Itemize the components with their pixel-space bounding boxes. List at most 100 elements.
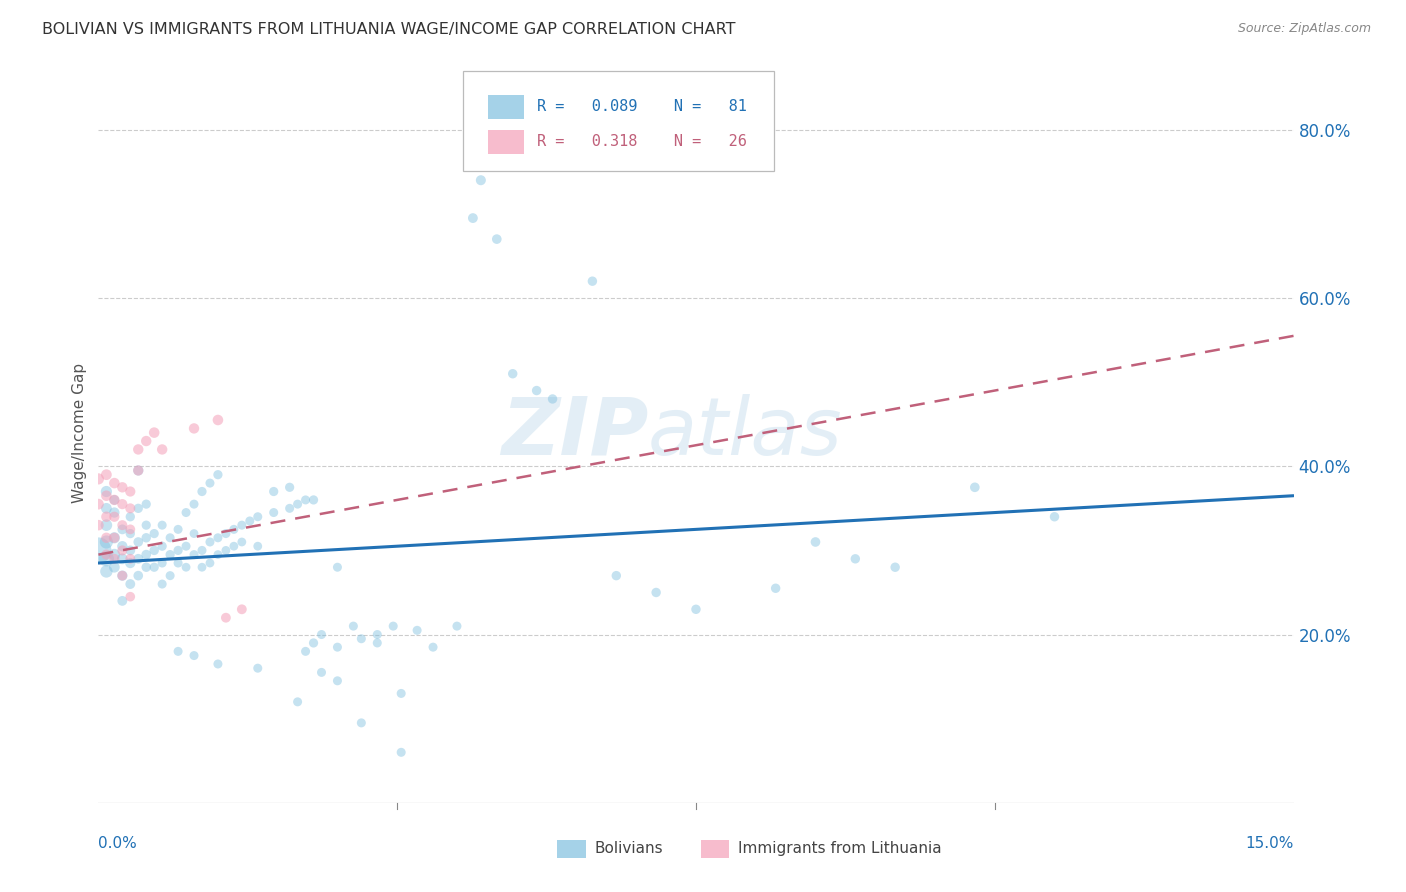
FancyBboxPatch shape [463, 71, 773, 171]
Point [366, 627, 388, 641]
Point [167, 522, 190, 536]
Text: 0.0%: 0.0% [98, 836, 138, 851]
Point [278, 480, 301, 494]
Point [541, 392, 564, 406]
Point [135, 518, 157, 533]
Point [103, 492, 125, 507]
Point [96, 501, 118, 516]
Point [765, 581, 787, 595]
Point [302, 492, 325, 507]
Point [103, 506, 125, 520]
Point [645, 585, 668, 599]
Point [120, 551, 142, 566]
Point [103, 509, 125, 524]
Point [526, 384, 548, 398]
Point [183, 648, 205, 663]
Point [198, 535, 221, 549]
FancyBboxPatch shape [488, 130, 524, 153]
Point [150, 442, 173, 457]
Point [406, 624, 429, 638]
Point [350, 715, 373, 730]
Point [150, 556, 173, 570]
Point [231, 535, 253, 549]
Point [183, 526, 205, 541]
Point [311, 627, 333, 641]
Point [207, 413, 229, 427]
Y-axis label: Wage/Income Gap: Wage/Income Gap [72, 362, 87, 503]
Point [167, 644, 190, 658]
Point [143, 425, 166, 440]
Point [111, 539, 134, 553]
Point [103, 548, 125, 562]
FancyBboxPatch shape [488, 95, 524, 119]
Point [207, 467, 229, 482]
Text: R =   0.089    N =   81: R = 0.089 N = 81 [537, 99, 747, 114]
Point [111, 497, 134, 511]
Point [884, 560, 907, 574]
Text: R =   0.318    N =   26: R = 0.318 N = 26 [537, 134, 747, 149]
Point [198, 476, 221, 491]
Point [111, 568, 134, 582]
Point [389, 745, 412, 759]
Point [120, 590, 142, 604]
Text: Bolivians: Bolivians [595, 841, 664, 856]
Point [183, 548, 205, 562]
Text: 15.0%: 15.0% [1246, 836, 1294, 851]
Point [135, 531, 157, 545]
Point [111, 543, 134, 558]
Point [103, 551, 125, 566]
Point [804, 535, 827, 549]
Point [103, 531, 125, 545]
Point [198, 556, 221, 570]
Point [87, 472, 110, 486]
Point [246, 539, 269, 553]
Point [239, 514, 262, 528]
Point [143, 526, 166, 541]
Point [207, 657, 229, 671]
Point [103, 476, 125, 491]
Point [167, 543, 190, 558]
Text: Source: ZipAtlas.com: Source: ZipAtlas.com [1237, 22, 1371, 36]
Point [135, 548, 157, 562]
Point [127, 463, 149, 477]
Point [103, 531, 125, 545]
Point [350, 632, 373, 646]
Point [191, 543, 214, 558]
Point [470, 173, 492, 187]
Point [127, 551, 149, 566]
Point [87, 497, 110, 511]
Point [502, 367, 524, 381]
Point [263, 484, 285, 499]
Point [174, 560, 197, 574]
Point [342, 619, 364, 633]
Point [605, 568, 627, 582]
Point [174, 539, 197, 553]
Point [207, 548, 229, 562]
Point [302, 636, 325, 650]
Point [111, 551, 134, 566]
Point [96, 518, 118, 533]
Point [120, 556, 142, 570]
Point [215, 543, 238, 558]
Point [222, 539, 245, 553]
Point [326, 560, 349, 574]
Point [96, 531, 118, 545]
Point [1043, 509, 1066, 524]
Point [278, 501, 301, 516]
Point [111, 568, 134, 582]
Point [174, 506, 197, 520]
Point [485, 232, 508, 246]
Point [135, 497, 157, 511]
Point [167, 556, 190, 570]
Point [87, 518, 110, 533]
Point [120, 509, 142, 524]
Point [120, 484, 142, 499]
Point [111, 594, 134, 608]
Point [844, 551, 866, 566]
Point [96, 489, 118, 503]
Text: ZIP: ZIP [501, 393, 648, 472]
Text: Immigrants from Lithuania: Immigrants from Lithuania [738, 841, 942, 856]
Point [143, 543, 166, 558]
Point [963, 480, 986, 494]
Point [159, 568, 181, 582]
